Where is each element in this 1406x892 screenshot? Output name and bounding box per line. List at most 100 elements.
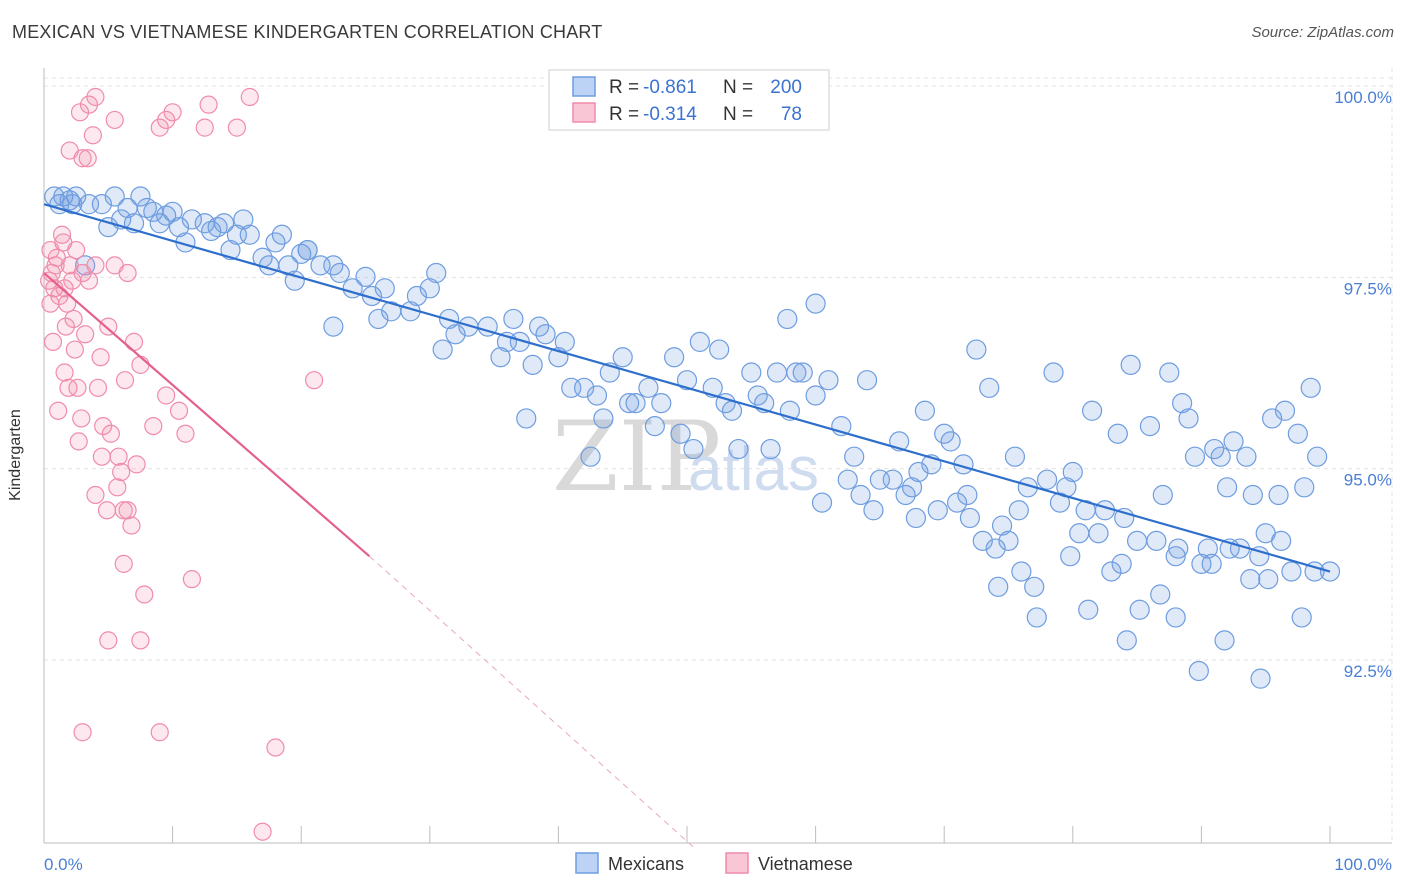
vietnamese-point-56: [99, 631, 118, 650]
mexicans-point-98: [1165, 546, 1186, 567]
mexicans-point-76: [882, 469, 903, 490]
legend-swatch-vietnamese: [572, 102, 596, 123]
vietnamese-point-49: [114, 501, 133, 520]
vietnamese-point-63: [304, 371, 324, 390]
legend-n-label-vietnamese: N =: [723, 104, 753, 125]
mexicans-point-137: [863, 500, 884, 521]
trend-layer: [43, 203, 1331, 848]
vietnamese-point-31: [118, 263, 137, 283]
vietnamese-point-39: [94, 416, 113, 436]
mexicans-point-125: [1159, 362, 1180, 383]
vietnamese-point-62: [253, 822, 272, 841]
vietnamese-point-7: [163, 103, 182, 122]
legend-swatch-mexicans: [572, 76, 596, 97]
mexicans-point-144: [837, 469, 858, 490]
mexicans-point-127: [1274, 400, 1296, 421]
mexicans-point-184: [516, 408, 537, 429]
mexicans-point-96: [1139, 415, 1161, 437]
mexicans-point-174: [297, 239, 318, 261]
mexicans-point-60: [676, 370, 698, 391]
mexicans-point-83: [972, 530, 993, 551]
mexicans-point-191: [1008, 500, 1029, 521]
mexicans-point-170: [503, 308, 524, 330]
mexicans-point-194: [1150, 584, 1171, 605]
vietnamese-point-72: [108, 478, 127, 497]
legend-r-label-vietnamese: R =: [609, 104, 639, 125]
mexicans-point-64: [728, 438, 749, 460]
vietnamese-point-45: [127, 455, 146, 474]
mexicans-point-67: [766, 362, 788, 383]
series-legend: Mexicans Vietnamese: [575, 852, 853, 874]
mexicans-point-14: [156, 205, 177, 226]
mexicans-point-69: [792, 362, 813, 383]
vietnamese-point-70: [115, 371, 135, 390]
stats-legend: R = -0.861 N = 200 R = -0.314 N = 78: [548, 69, 830, 131]
vietnamese-point-22: [86, 256, 105, 275]
vietnamese-point-19: [67, 240, 86, 260]
stats-legend-box: [548, 69, 830, 131]
mexicans-point-168: [805, 293, 826, 314]
vietnamese-point-37: [68, 378, 87, 397]
legend-r-value-vietnamese: -0.314: [643, 104, 697, 125]
vietnamese-point-75: [135, 585, 154, 604]
mexicans-point-58: [651, 393, 672, 414]
mexicans-point-155: [1116, 630, 1137, 651]
mexicans-point-156: [1165, 607, 1186, 628]
mexicans-point-135: [1287, 423, 1308, 444]
mexicans-point-130: [1004, 446, 1026, 467]
mexicans-point-193: [1111, 553, 1132, 574]
mexicans-point-84: [985, 538, 1006, 559]
mexicans-point-167: [777, 308, 798, 330]
mexicans-point-102: [1217, 477, 1238, 498]
vietnamese-point-66: [41, 294, 60, 313]
legend-r-value-mexicans: -0.861: [643, 77, 697, 98]
mexicans-point-117: [1043, 362, 1064, 383]
mexicans-point-177: [207, 217, 228, 238]
bottom-legend-swatch-mexicans: [575, 852, 599, 874]
mexicans-point-42: [445, 324, 466, 345]
mexicans-point-149: [1168, 538, 1189, 559]
vietnamese-point-4: [83, 126, 102, 145]
mexicans-point-65: [741, 362, 762, 383]
watermark: ZIP atlas: [552, 401, 819, 513]
mexicans-point-53: [586, 385, 608, 406]
vietnamese-point-59: [73, 723, 92, 742]
watermark-atlas: atlas: [688, 435, 819, 504]
mexicans-point-124: [1081, 400, 1103, 421]
mexicans-point-120: [1223, 431, 1244, 452]
mexicans-point-104: [1242, 484, 1263, 506]
mexicans-point-48: [522, 354, 543, 375]
vietnamese-point-61: [266, 738, 285, 757]
mexicans-point-52: [574, 377, 595, 398]
vietnamese-point-54: [131, 355, 150, 374]
mexicans-point-192: [1060, 546, 1081, 567]
mexicans-point-190: [957, 484, 978, 506]
mexicans-point-112: [593, 408, 614, 429]
mexicans-point-62: [702, 377, 723, 398]
mexicans-point-55: [612, 347, 633, 368]
mexicans-point-173: [323, 316, 344, 337]
vietnamese-point-8: [195, 118, 214, 137]
mexicans-point-123: [979, 377, 1000, 398]
mexicans-point-113: [709, 339, 730, 360]
mexicans-point-118: [1120, 354, 1141, 375]
vietnamese-point-51: [157, 386, 176, 405]
mexicans-point-187: [747, 385, 768, 406]
mexicans-point-111: [619, 393, 640, 414]
mexicans-point-33: [355, 266, 376, 287]
bottom-legend-swatch-vietnamese: [725, 852, 749, 874]
mexicans-point-114: [786, 362, 807, 383]
vietnamese-point-2: [86, 87, 105, 107]
mexicans-point-162: [1250, 668, 1271, 689]
mexicans-point-142: [1197, 538, 1218, 559]
mexicans-point-88: [1036, 469, 1058, 490]
chart-source: Source: ZipAtlas.com: [1251, 24, 1394, 41]
x-tick-label-max: 100.0%: [1334, 855, 1392, 874]
mexicans-point-153: [1026, 607, 1047, 628]
vietnamese-point-68: [76, 325, 95, 344]
vietnamese-point-3: [105, 110, 124, 130]
mexicans-point-11: [136, 197, 157, 219]
vietnamese-point-11: [240, 87, 259, 107]
mexicans-point-140: [1069, 523, 1090, 544]
